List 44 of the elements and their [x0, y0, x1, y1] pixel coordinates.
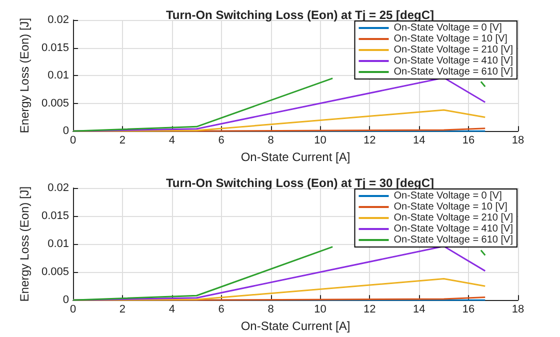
legend-label: On-State Voltage = 410 [V]	[394, 224, 514, 234]
x-tick-label: 18	[512, 304, 524, 316]
y-axis-title: Energy Loss (Eon) [J]	[18, 18, 32, 134]
x-axis-title: On-State Current [A]	[240, 319, 350, 333]
y-tick-label: 0.02	[48, 14, 69, 26]
x-tick-label: 14	[412, 134, 426, 147]
legend-label: On-State Voltage = 0 [V]	[394, 190, 502, 202]
x-tick-label: 8	[268, 304, 274, 316]
legend-label: On-State Voltage = 610 [V]	[394, 234, 514, 246]
x-tick-label: 12	[364, 134, 376, 147]
y-tick-label: 0.01	[48, 70, 69, 82]
y-tick-label: 0.015	[41, 210, 69, 222]
x-tick-label: 16	[462, 134, 475, 147]
x-tick-label: 16	[462, 304, 475, 316]
x-tick-label: 8	[268, 134, 274, 147]
x-tick-label: 2	[119, 134, 126, 147]
x-tick-label: 10	[314, 304, 326, 316]
x-tick-label: 6	[218, 134, 224, 147]
x-tick-label: 14	[412, 304, 426, 316]
y-tick-label: 0	[62, 125, 69, 138]
legend-label: On-State Voltage = 210 [V]	[394, 212, 514, 224]
x-tick-label: 12	[364, 304, 376, 316]
legend-label: On-State Voltage = 10 [V]	[394, 34, 508, 44]
chart-title: Turn-On Switching Loss (Eon) at Tj = 25 [degC]	[166, 8, 434, 22]
legend-label: On-State Voltage = 10 [V]	[394, 202, 508, 212]
y-tick-label: 0	[62, 294, 69, 306]
x-tick-label: 10	[314, 134, 326, 147]
x-tick-label: 18	[512, 134, 524, 147]
x-axis-title: On-State Current [A]	[240, 150, 350, 164]
y-tick-label: 0.005	[41, 266, 69, 278]
y-tick-label: 0.015	[41, 42, 69, 54]
x-tick-label: 4	[168, 304, 175, 316]
legend-label: On-State Voltage = 0 [V]	[394, 22, 502, 34]
y-axis-title: Energy Loss (Eon) [J]	[18, 186, 32, 302]
legend-label: On-State Voltage = 210 [V]	[394, 44, 514, 56]
x-tick-label: 2	[119, 304, 126, 316]
legend-label: On-State Voltage = 610 [V]	[394, 66, 514, 78]
y-tick-label: 0.01	[48, 238, 69, 250]
y-tick-label: 0.02	[48, 182, 69, 194]
legend-label: On-State Voltage = 410 [V]	[394, 56, 514, 66]
y-tick-label: 0.005	[41, 97, 69, 110]
chart-title: Turn-On Switching Loss (Eon) at Tj = 30 [degC]	[166, 176, 434, 190]
x-tick-label: 6	[218, 304, 224, 316]
x-tick-label: 4	[168, 134, 175, 147]
